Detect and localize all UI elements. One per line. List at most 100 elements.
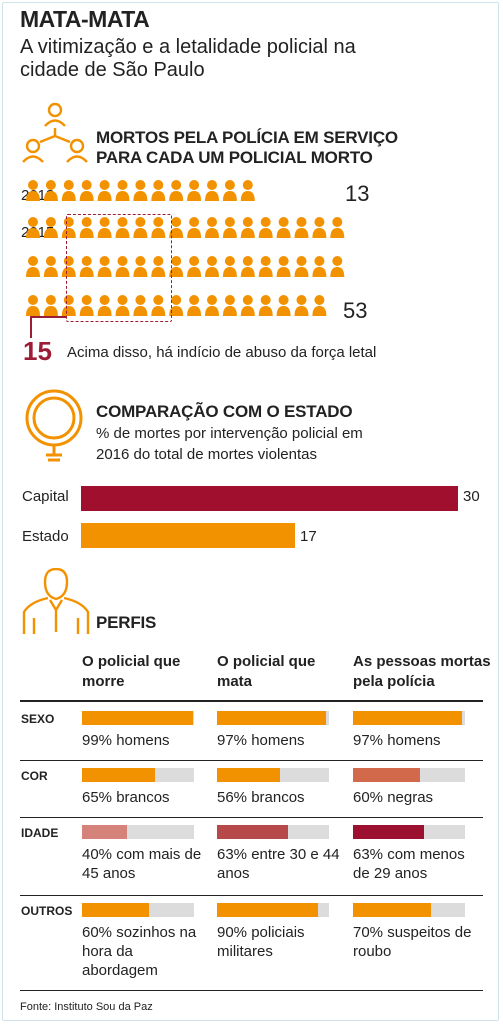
person-icon — [133, 256, 148, 277]
person-icon — [97, 256, 112, 277]
bar-value-capital: 30 — [463, 488, 480, 505]
progress-bar — [353, 825, 465, 839]
person-icon — [222, 180, 237, 201]
person-icon — [276, 295, 291, 316]
person-icon — [205, 180, 219, 201]
profile-caption: 56% brancos — [217, 789, 305, 806]
progress-bar — [353, 903, 465, 917]
bar-value-estado: 17 — [300, 528, 317, 545]
person-icon — [187, 295, 202, 316]
page-title: MATA-MATA — [20, 6, 150, 32]
divider — [20, 817, 483, 818]
person-icon — [222, 256, 237, 277]
person-icon — [312, 256, 327, 277]
icon-row-2015 — [26, 295, 327, 316]
progress-fill — [353, 903, 432, 917]
person-icon — [276, 217, 291, 238]
threshold-connector-h — [30, 316, 66, 318]
column-header-policial-morre: O policial que morre — [82, 653, 181, 690]
person-icon — [169, 256, 184, 277]
person-icon — [79, 180, 94, 201]
icon-row-2013 — [26, 180, 255, 201]
row-label-idade: IDADE — [21, 826, 59, 840]
person-icon — [79, 295, 94, 316]
person-icon — [151, 217, 166, 238]
person-icon — [205, 295, 219, 316]
person-icon — [26, 295, 40, 316]
person-icon — [97, 217, 112, 238]
person-icon — [169, 295, 184, 316]
section2-subtitle: % de mortes por intervenção policial em … — [96, 425, 363, 463]
progress-bar — [82, 825, 194, 839]
person-icon — [187, 217, 202, 238]
divider — [20, 760, 483, 761]
person-icon — [169, 217, 184, 238]
person-icon — [133, 180, 148, 201]
profile-caption: 90% policiais militares — [217, 924, 305, 960]
person-icon — [205, 256, 219, 277]
profile-caption: 60% negras — [353, 789, 434, 806]
profile-caption: 97% homens — [353, 732, 441, 749]
person-icon — [294, 217, 309, 238]
person-icon — [187, 256, 202, 277]
progress-fill — [82, 768, 155, 782]
bar-estado — [81, 523, 295, 548]
person-icon — [43, 180, 58, 201]
icon-row-2015 — [26, 217, 345, 238]
person-icon — [240, 217, 255, 238]
person-icon — [240, 295, 255, 316]
progress-fill — [217, 825, 288, 839]
person-icon — [43, 217, 58, 238]
row-label-cor: COR — [21, 769, 48, 783]
divider — [20, 895, 483, 896]
person-icon — [115, 295, 130, 316]
progress-fill — [82, 711, 193, 725]
value-label-2015: 53 — [343, 298, 368, 323]
person-icon — [151, 256, 166, 277]
section2-title: COMPARAÇÃO COM O ESTADO — [96, 402, 353, 421]
progress-bar — [82, 711, 194, 725]
section3-title: PERFIS — [96, 613, 157, 632]
person-icon — [79, 217, 94, 238]
progress-bar — [82, 903, 194, 917]
person-icon — [43, 256, 58, 277]
person-icon — [151, 180, 166, 201]
profile-caption: 70% suspeitos de roubo — [353, 924, 472, 960]
person-icon — [115, 256, 130, 277]
person-icon — [43, 295, 58, 316]
bar-label-capital: Capital — [22, 488, 69, 505]
person-icon — [115, 217, 130, 238]
person-icon — [258, 256, 273, 277]
threshold-value: 15 — [23, 336, 52, 366]
person-icon — [26, 256, 40, 277]
person-icon — [312, 295, 327, 316]
person-icon — [133, 217, 148, 238]
person-icon — [276, 256, 291, 277]
bar-capital — [81, 486, 458, 511]
progress-fill — [353, 711, 462, 725]
row-label-outros: OUTROS — [21, 904, 73, 918]
progress-bar — [353, 711, 465, 725]
progress-bar — [217, 825, 329, 839]
value-label-2013: 13 — [345, 181, 370, 206]
source-note: Fonte: Instituto Sou da Paz — [20, 1001, 153, 1013]
magnifier-icon — [25, 389, 83, 462]
progress-fill — [353, 768, 421, 782]
section1-title: MORTOS PELA POLÍCIA EM SERVIÇO PARA CADA… — [96, 128, 398, 167]
threshold-highlight-box — [66, 214, 172, 322]
profile-caption: 63% entre 30 e 44 anos — [217, 846, 340, 882]
person-icon — [79, 256, 94, 277]
person-icon — [294, 256, 309, 277]
person-icon — [330, 217, 345, 238]
person-silhouette-icon — [22, 568, 90, 634]
row-label-sexo: SEXO — [21, 712, 55, 726]
progress-bar — [217, 768, 329, 782]
progress-bar — [353, 768, 465, 782]
person-icon — [222, 217, 237, 238]
person-icon — [258, 295, 273, 316]
progress-fill — [217, 711, 326, 725]
divider — [20, 990, 483, 991]
profile-caption: 63% com menos de 29 anos — [353, 846, 465, 882]
person-icon — [26, 217, 40, 238]
person-icon — [205, 217, 219, 238]
